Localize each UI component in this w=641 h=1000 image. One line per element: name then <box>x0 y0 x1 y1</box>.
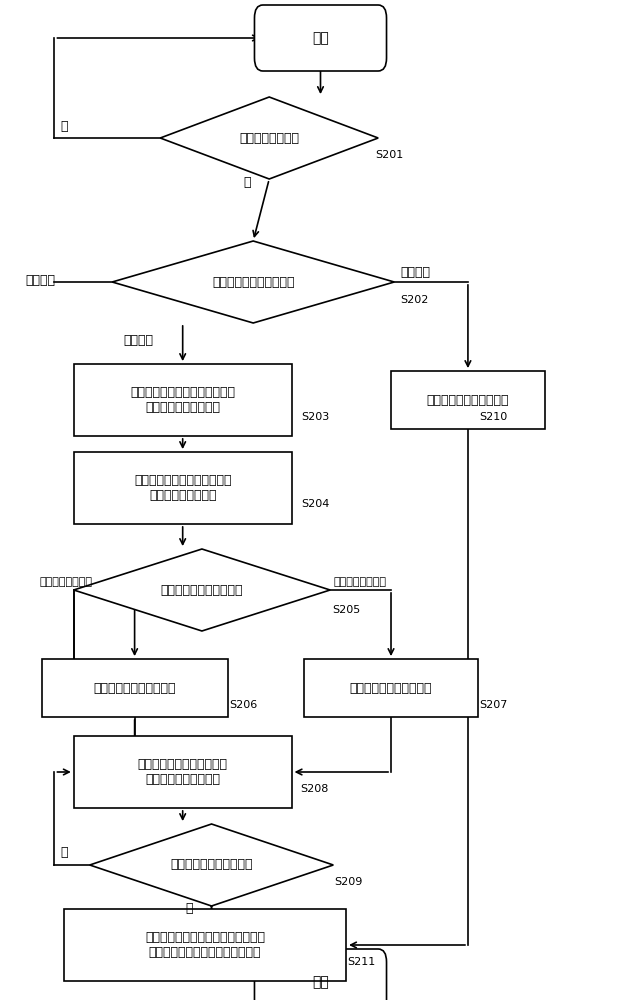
Text: 将处于能够经由操作终端进行远程控
制的状态这一情况通知给操作终端: 将处于能够经由操作终端进行远程控 制的状态这一情况通知给操作终端 <box>145 931 265 959</box>
FancyBboxPatch shape <box>74 736 292 808</box>
Text: 否: 否 <box>60 846 68 858</box>
FancyBboxPatch shape <box>254 949 387 1000</box>
Text: 第二自动驻车模式: 第二自动驻车模式 <box>333 577 387 587</box>
Text: 变速装置的换挡位置是？: 变速装置的换挡位置是？ <box>212 275 294 288</box>
Text: 第二位置: 第二位置 <box>124 334 154 347</box>
Text: 结束: 结束 <box>312 975 329 989</box>
Text: S201: S201 <box>375 150 403 160</box>
Polygon shape <box>90 824 333 906</box>
FancyBboxPatch shape <box>74 452 292 524</box>
Text: 设定了自动驻车？: 设定了自动驻车？ <box>239 131 299 144</box>
Text: 设定为第一自动驻车模式: 设定为第一自动驻车模式 <box>427 393 509 406</box>
Text: 提示第一自动驻车模式或第二
自动驻车模式的选项: 提示第一自动驻车模式或第二 自动驻车模式的选项 <box>134 474 231 502</box>
Text: 第一自动驻车模式: 第一自动驻车模式 <box>40 577 93 587</box>
Text: S204: S204 <box>301 499 329 509</box>
Polygon shape <box>112 241 394 323</box>
Text: S211: S211 <box>347 957 376 967</box>
FancyBboxPatch shape <box>254 5 387 71</box>
FancyBboxPatch shape <box>64 909 346 981</box>
FancyBboxPatch shape <box>42 659 228 717</box>
Text: S206: S206 <box>229 700 258 710</box>
Text: S209: S209 <box>335 877 363 887</box>
Polygon shape <box>160 97 378 179</box>
Text: S208: S208 <box>300 784 328 794</box>
Text: 设定为能够选择第一自动驻车模
式或第二自动驻车模式: 设定为能够选择第一自动驻车模 式或第二自动驻车模式 <box>130 386 235 414</box>
Text: 第一位置: 第一位置 <box>401 265 431 278</box>
Text: S205: S205 <box>332 605 360 615</box>
Text: S207: S207 <box>479 700 508 710</box>
FancyBboxPatch shape <box>74 364 292 436</box>
Text: 否: 否 <box>60 120 68 133</box>
FancyBboxPatch shape <box>304 659 478 717</box>
Text: 开始: 开始 <box>312 31 329 45</box>
Polygon shape <box>74 549 330 631</box>
Text: 其他位置: 其他位置 <box>26 273 56 286</box>
Text: 是: 是 <box>185 902 193 914</box>
Text: 设定为第二自动驻车模式: 设定为第二自动驻车模式 <box>350 682 432 694</box>
Text: 选择的自动驻车模式是？: 选择的自动驻车模式是？ <box>161 584 243 596</box>
Text: 设定为第一自动驻车模式: 设定为第一自动驻车模式 <box>94 682 176 694</box>
Text: S210: S210 <box>479 412 508 422</box>
Text: 是: 是 <box>243 176 251 188</box>
Text: 换挡位置的切换已完成？: 换挡位置的切换已完成？ <box>171 858 253 871</box>
Text: S202: S202 <box>401 295 429 305</box>
Text: S203: S203 <box>301 412 329 422</box>
FancyBboxPatch shape <box>391 371 545 429</box>
Text: 提示将换挡位置从第二位置
切换为第一位置的引导: 提示将换挡位置从第二位置 切换为第一位置的引导 <box>138 758 228 786</box>
